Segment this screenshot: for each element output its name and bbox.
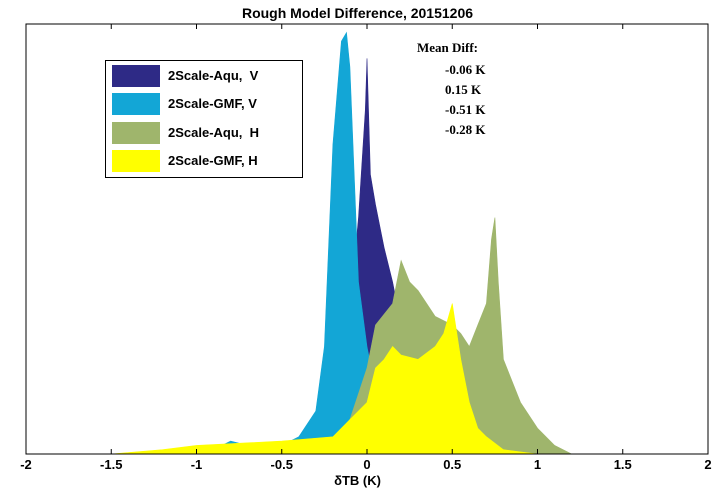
- x-tick-label: -1: [191, 457, 203, 472]
- x-tick-label: -1.5: [100, 457, 122, 472]
- x-tick-label: -0.5: [271, 457, 293, 472]
- mean-diff-value: -0.51 K: [445, 102, 486, 117]
- mean-diff-heading: Mean Diff:: [417, 40, 479, 55]
- series-area-3: [26, 303, 708, 455]
- legend-label: 2Scale-Aqu, H: [168, 125, 260, 140]
- mean-diff-value: -0.06 K: [445, 62, 486, 77]
- legend-swatch: [112, 150, 160, 172]
- legend-item: 2Scale-GMF, V: [112, 93, 298, 115]
- legend-label: 2Scale-GMF, V: [168, 96, 257, 111]
- mean-diff-value: 0.15 K: [445, 82, 482, 97]
- legend: 2Scale-Aqu, V 2Scale-GMF, V 2Scale-Aqu, …: [105, 60, 303, 178]
- legend-label: 2Scale-GMF, H: [168, 153, 258, 168]
- x-tick-label: 0: [363, 457, 370, 472]
- chart-title: Rough Model Difference, 20151206: [241, 5, 474, 21]
- legend-swatch: [112, 65, 160, 87]
- x-tick-label: 1.5: [614, 457, 632, 472]
- x-tick-label: -2: [20, 457, 32, 472]
- legend-swatch: [112, 93, 160, 115]
- legend-label: 2Scale-Aqu, V: [168, 68, 259, 83]
- x-tick-label: 1: [534, 457, 541, 472]
- mean-diff-value: -0.28 K: [445, 122, 486, 137]
- legend-item: 2Scale-Aqu, H: [112, 122, 298, 144]
- x-tick-label: 2: [704, 457, 711, 472]
- x-tick-label: 0.5: [443, 457, 461, 472]
- legend-swatch: [112, 122, 160, 144]
- legend-item: 2Scale-GMF, H: [112, 150, 298, 172]
- x-axis-label: δTB (K): [334, 473, 381, 488]
- legend-item: 2Scale-Aqu, V: [112, 65, 298, 87]
